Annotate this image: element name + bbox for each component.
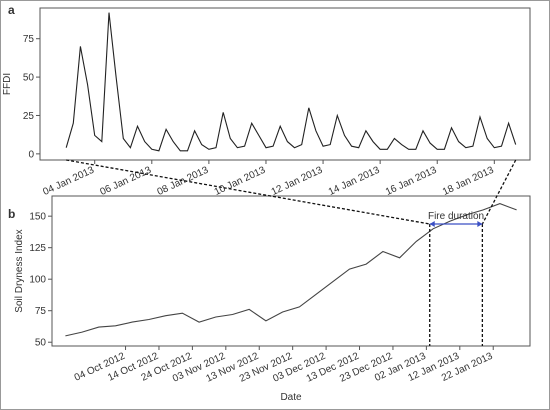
arrow-head (477, 221, 483, 227)
y-axis-label: Soil Dryness Index (14, 229, 25, 312)
y-tick-label: 100 (29, 275, 46, 286)
data-line (65, 203, 517, 337)
plot-area (39, 7, 531, 161)
y-tick-label: 125 (29, 243, 46, 254)
data-line (65, 12, 517, 152)
y-tick-label: 50 (23, 73, 35, 84)
y-tick-label: 25 (23, 111, 35, 122)
x-axis-label: Date (280, 392, 302, 403)
connector (481, 159, 517, 225)
arrow-head (429, 221, 435, 227)
y-tick-label: 0 (28, 149, 34, 160)
y-tick-label: 50 (35, 338, 47, 349)
panel-label: a (8, 3, 15, 17)
y-axis-label: FFDI (2, 73, 13, 95)
y-tick-label: 150 (29, 212, 46, 223)
y-tick-label: 75 (35, 306, 47, 317)
panel-label: b (8, 207, 15, 221)
plot-area (51, 195, 531, 347)
connector (66, 159, 430, 225)
annotation: Fire duration (428, 211, 484, 222)
y-tick-label: 75 (23, 34, 35, 45)
